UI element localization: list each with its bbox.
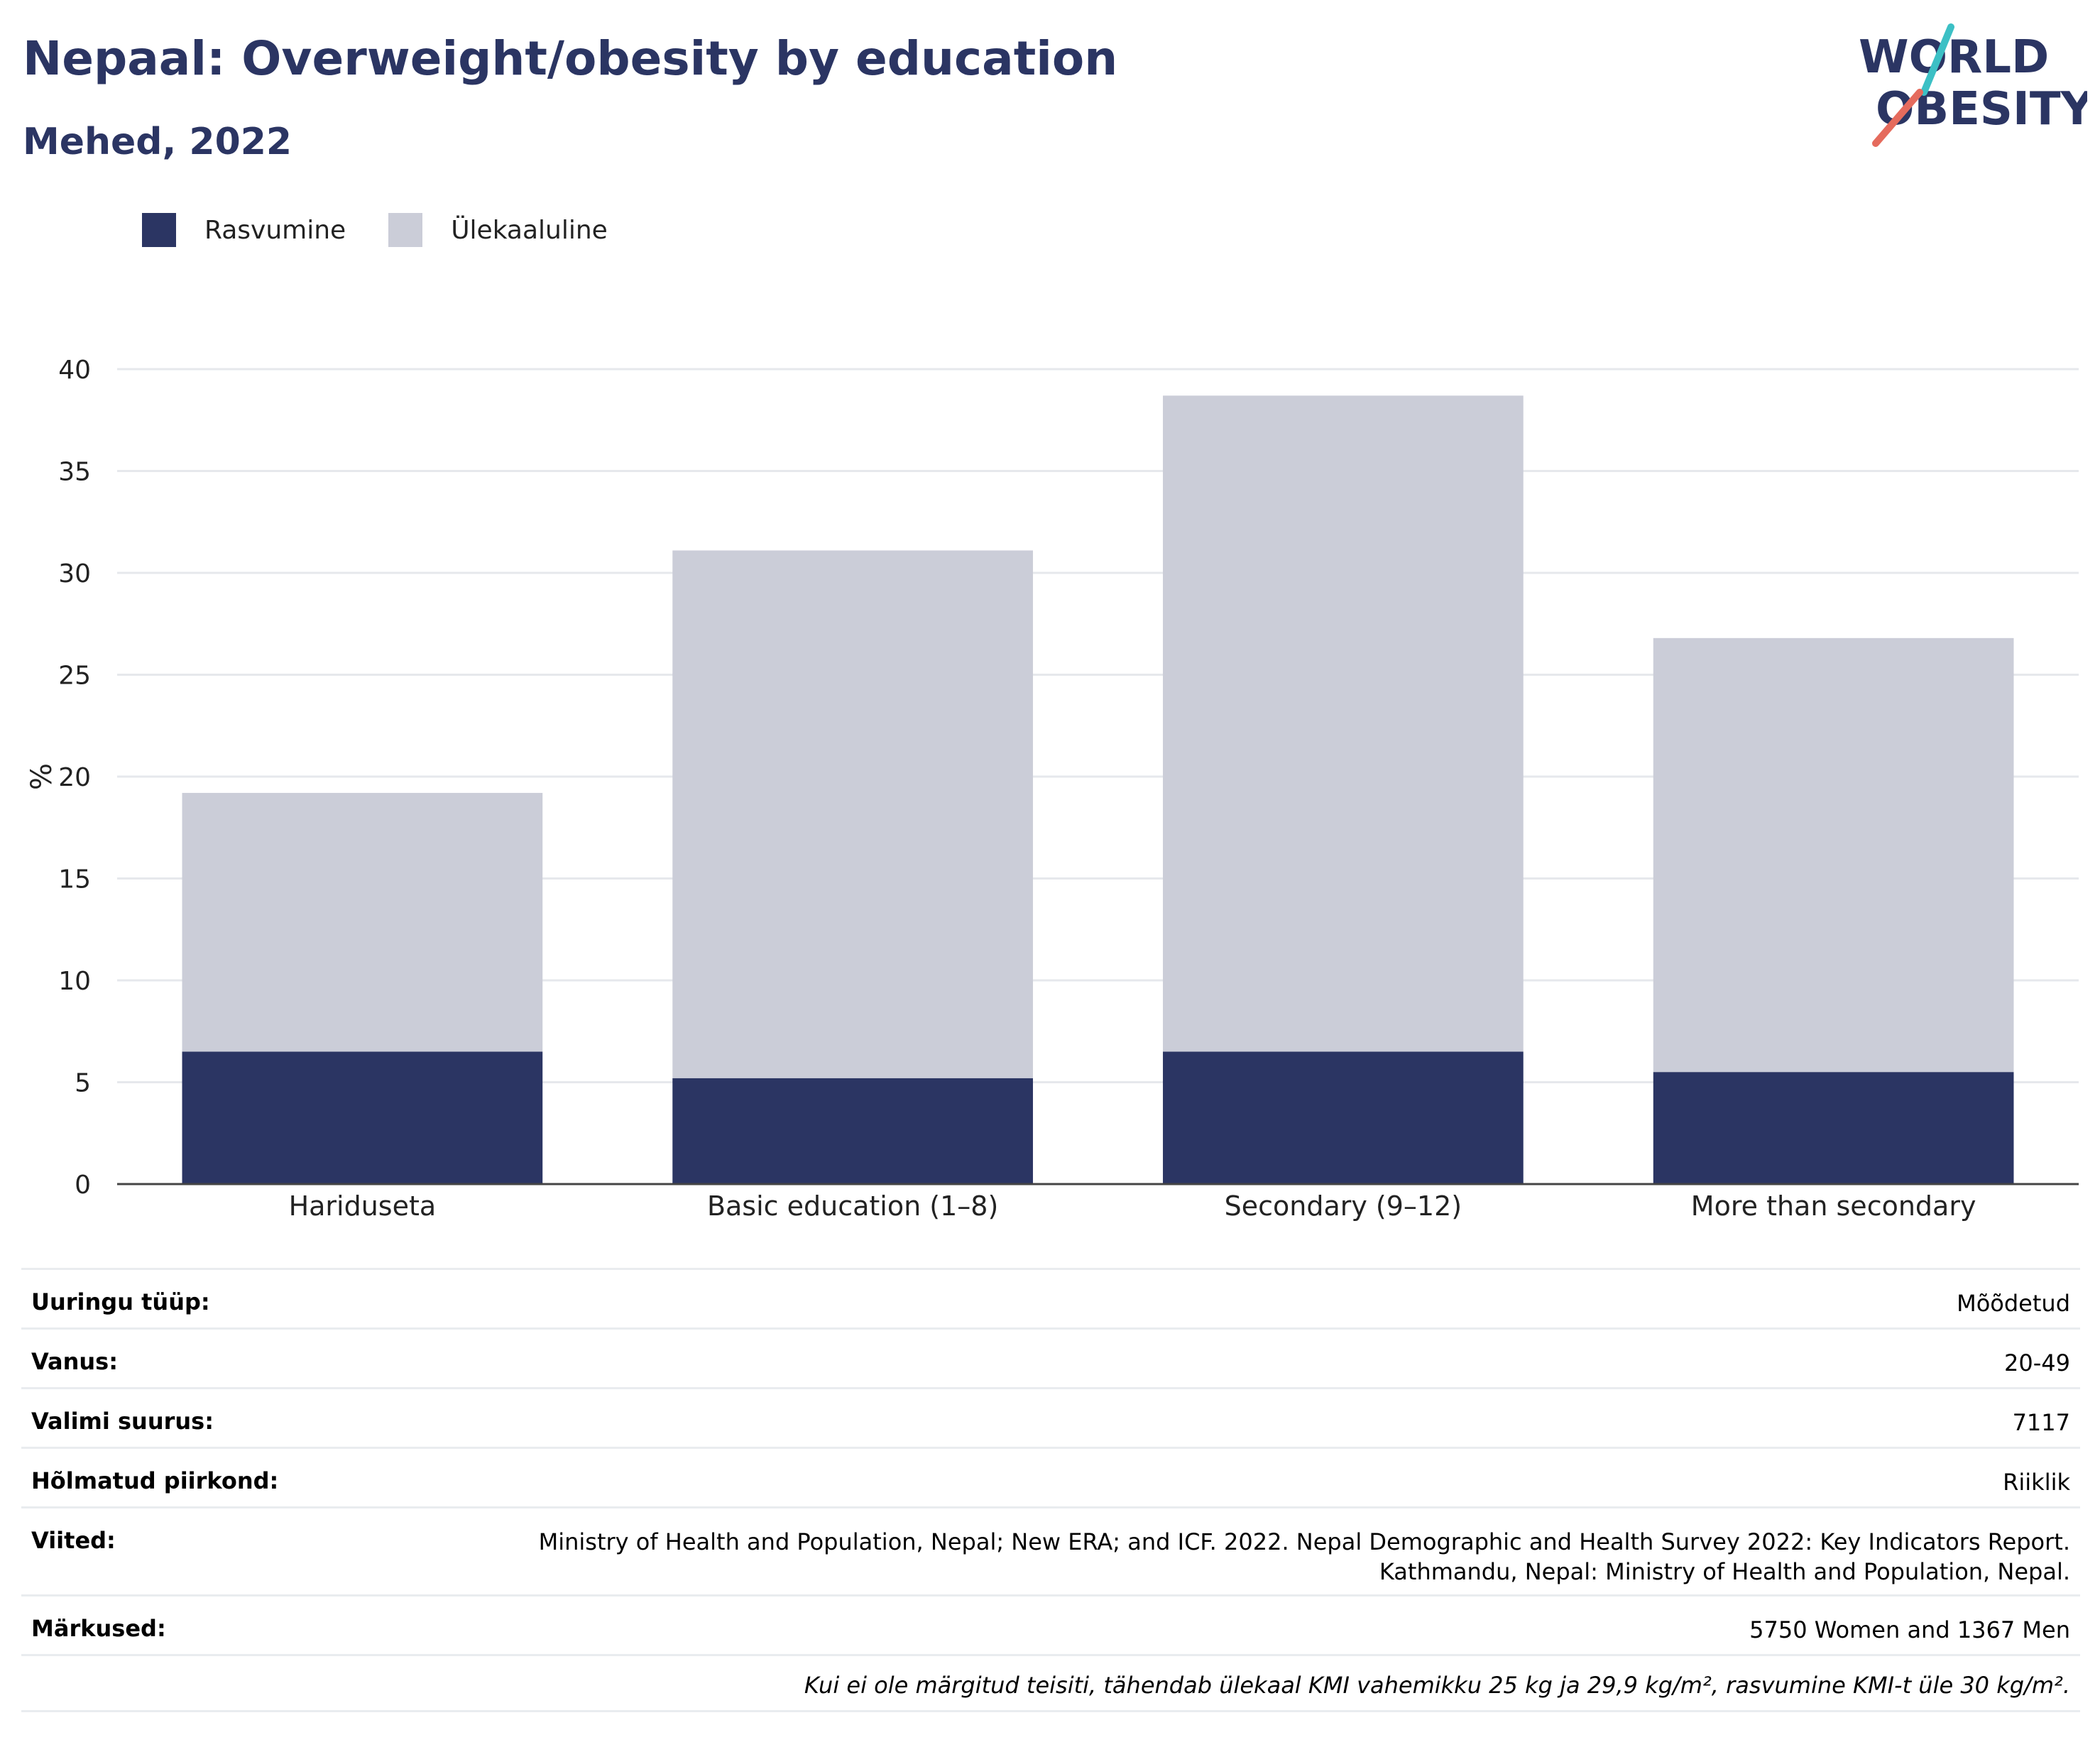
y-tick-label: 0 [75, 1171, 91, 1200]
info-value: Mõõdetud [1957, 1290, 2070, 1317]
y-tick-label: 5 [75, 1069, 91, 1098]
bar-ulekaaluline [1653, 637, 2014, 1073]
info-value: Ministry of Health and Population, Nepal… [538, 1528, 2070, 1585]
bar-rasvumine [182, 1051, 543, 1184]
bar-rasvumine [1653, 1072, 2014, 1184]
y-tick-label: 10 [58, 967, 91, 996]
info-label: Märkused: [31, 1615, 166, 1642]
bar-rasvumine [1163, 1051, 1524, 1184]
legend-item-ulekaaluline[interactable]: Ülekaaluline [388, 213, 608, 247]
world-obesity-logo: WORLD OBESITY [1859, 23, 2087, 147]
info-value: 5750 Women and 1367 Men [1749, 1616, 2070, 1643]
x-tick-label: Hariduseta [289, 1190, 437, 1222]
info-table: Uuringu tüüp: Mõõdetud Vanus: 20-49 Vali… [21, 1268, 2080, 1712]
legend-item-rasvumine[interactable]: Rasvumine [142, 213, 346, 247]
bar-chart: 0 5 10 15 20 25 30 35 40% Hariduseta Basic educati… [26, 356, 2079, 1222]
legend-swatch-ulekaaluline [388, 213, 423, 247]
info-value: 7117 [2012, 1409, 2070, 1436]
legend-label-ulekaaluline: Ülekaaluline [451, 215, 608, 245]
y-tick-label: 35 [58, 458, 91, 487]
legend-swatch-rasvumine [142, 213, 176, 247]
info-row-definition-note: Kui ei ole märgitud teisiti, tähendab ül… [21, 1654, 2080, 1712]
info-value: Riiklik [2003, 1469, 2070, 1496]
info-label: Viited: [31, 1527, 116, 1554]
y-tick-label: 25 [58, 662, 91, 691]
info-row-sample-size: Valimi suurus: 7117 [21, 1387, 2080, 1447]
logo-slash-red [1872, 89, 1923, 147]
y-tick-label: 20 [58, 763, 91, 792]
info-row-references: Viited: Ministry of Health and Populatio… [21, 1506, 2080, 1594]
y-tick-label: 40 [58, 356, 91, 385]
bar-rasvumine [672, 1078, 1033, 1184]
y-tick-label: 30 [58, 559, 91, 588]
bar-ulekaaluline [182, 792, 543, 1052]
logo-text-world: WORLD [1859, 31, 2049, 84]
definition-note: Kui ei ole märgitud teisiti, tähendab ül… [804, 1672, 2070, 1699]
chart-title: Nepaal: Overweight/obesity by education [23, 31, 1118, 86]
info-row-age: Vanus: 20-49 [21, 1327, 2080, 1387]
info-row-area-covered: Hõlmatud piirkond: Riiklik [21, 1447, 2080, 1506]
bar-ulekaaluline [1163, 395, 1524, 1052]
y-tick-label: 15 [58, 865, 91, 894]
info-label: Vanus: [31, 1348, 119, 1375]
info-value: 20-49 [2004, 1349, 2070, 1376]
x-tick-label: Secondary (9–12) [1225, 1190, 1462, 1222]
logo-slash-teal [1920, 23, 1954, 96]
y-axis-label: % [26, 763, 58, 790]
info-label: Hõlmatud piirkond: [31, 1467, 279, 1494]
info-row-survey-type: Uuringu tüüp: Mõõdetud [21, 1268, 2080, 1327]
logo-text-obesity: OBESITY [1876, 83, 2087, 136]
x-tick-label: More than secondary [1691, 1190, 1976, 1222]
info-label: Uuringu tüüp: [31, 1288, 210, 1315]
chart-legend: Rasvumine Ülekaaluline [142, 210, 650, 250]
bar-ulekaaluline [672, 550, 1033, 1078]
chart-subtitle: Mehed, 2022 [23, 121, 292, 163]
legend-label-rasvumine: Rasvumine [204, 215, 346, 245]
info-label: Valimi suurus: [31, 1408, 214, 1435]
x-tick-label: Basic education (1–8) [707, 1190, 998, 1222]
info-row-notes: Märkused: 5750 Women and 1367 Men [21, 1594, 2080, 1654]
